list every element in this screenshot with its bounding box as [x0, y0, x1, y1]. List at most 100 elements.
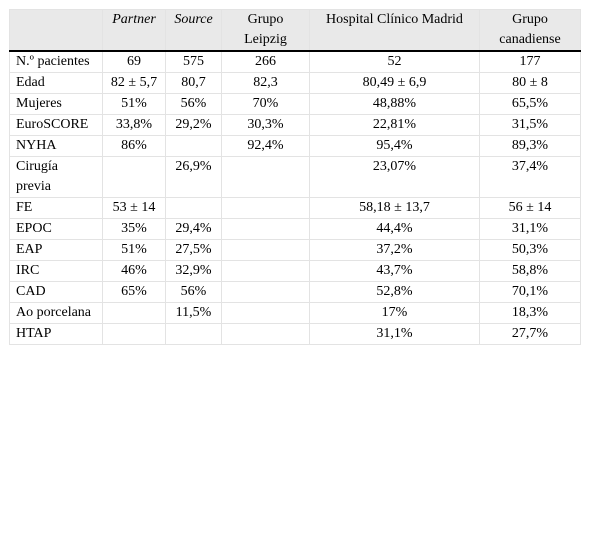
table-cell: 26,9%	[165, 156, 222, 198]
table-cell: 31,1%	[309, 323, 480, 345]
table-cell: 86%	[102, 135, 166, 157]
table-cell: 27,5%	[165, 239, 222, 261]
table-row: FE 53 ± 14 58,18 ± 13,7 56 ± 14	[9, 197, 581, 219]
table-cell: 32,9%	[165, 260, 222, 282]
table-row: EuroSCORE 33,8% 29,2% 30,3% 22,81% 31,5%	[9, 114, 581, 136]
row-label: HTAP	[9, 323, 103, 345]
table-cell: 70,1%	[479, 281, 581, 303]
table-cell	[102, 302, 166, 324]
table-cell: 70%	[221, 93, 310, 115]
table-header: Partner Source Grupo Leipzig Hospital Clíni…	[9, 9, 581, 52]
table-cell: 92,4%	[221, 135, 310, 157]
header-row: Partner Source Grupo Leipzig Hospital Clíni…	[9, 9, 581, 52]
row-label: Ao porcelana	[9, 302, 103, 324]
table-cell	[221, 218, 310, 240]
table-cell: 22,81%	[309, 114, 480, 136]
table-cell: 31,1%	[479, 218, 581, 240]
header-cell: Hospital Clínico Madrid	[309, 9, 480, 52]
row-label: Edad	[9, 72, 103, 94]
table-cell: 80,7	[165, 72, 222, 94]
table-cell: 37,2%	[309, 239, 480, 261]
table-cell: 17%	[309, 302, 480, 324]
row-label: Mujeres	[9, 93, 103, 115]
table-cell: 80 ± 8	[479, 72, 581, 94]
table-cell: 65%	[102, 281, 166, 303]
table-row: Ao porcelana 11,5% 17% 18,3%	[9, 302, 581, 324]
table-row: NYHA 86% 92,4% 95,4% 89,3%	[9, 135, 581, 157]
table-cell: 37,4%	[479, 156, 581, 198]
row-label: EAP	[9, 239, 103, 261]
row-label: CAD	[9, 281, 103, 303]
table-cell: 82 ± 5,7	[102, 72, 166, 94]
table-cell: 266	[221, 50, 310, 73]
table-cell: 31,5%	[479, 114, 581, 136]
table-cell	[165, 323, 222, 345]
table-cell: 51%	[102, 93, 166, 115]
table-cell: 89,3%	[479, 135, 581, 157]
table-row: Edad 82 ± 5,7 80,7 82,3 80,49 ± 6,9 80 ± 8	[9, 72, 581, 94]
table-cell	[102, 156, 166, 198]
row-label: EuroSCORE	[9, 114, 103, 136]
table-cell: 58,18 ± 13,7	[309, 197, 480, 219]
table-cell	[102, 323, 166, 345]
table-cell	[165, 197, 222, 219]
table-cell: 27,7%	[479, 323, 581, 345]
table-cell: 43,7%	[309, 260, 480, 282]
table-cell: 44,4%	[309, 218, 480, 240]
row-label: IRC	[9, 260, 103, 282]
table-cell	[221, 197, 310, 219]
header-cell: Partner	[102, 9, 166, 52]
table-row: N.º pacientes 69 575 266 52 177	[9, 50, 581, 73]
table-cell: 69	[102, 50, 166, 73]
table-cell	[221, 260, 310, 282]
comparison-table: Partner Source Grupo Leipzig Hospital Clíni…	[9, 9, 581, 345]
table-cell	[221, 302, 310, 324]
table-cell: 52,8%	[309, 281, 480, 303]
table-cell: 95,4%	[309, 135, 480, 157]
table-row: HTAP 31,1% 27,7%	[9, 323, 581, 345]
table-cell: 46%	[102, 260, 166, 282]
table-body: N.º pacientes 69 575 266 52 177 Edad 82 ± 5,7 80…	[9, 50, 581, 345]
table-cell: 51%	[102, 239, 166, 261]
table-cell: 65,5%	[479, 93, 581, 115]
table-cell: 33,8%	[102, 114, 166, 136]
table-row: IRC 46% 32,9% 43,7% 58,8%	[9, 260, 581, 282]
table-cell: 82,3	[221, 72, 310, 94]
row-label: FE	[9, 197, 103, 219]
table-row: EAP 51% 27,5% 37,2% 50,3%	[9, 239, 581, 261]
table-cell: 30,3%	[221, 114, 310, 136]
table-cell: 29,4%	[165, 218, 222, 240]
table-cell: 11,5%	[165, 302, 222, 324]
table-cell: 35%	[102, 218, 166, 240]
table-row: CAD 65% 56% 52,8% 70,1%	[9, 281, 581, 303]
table-row: EPOC 35% 29,4% 44,4% 31,1%	[9, 218, 581, 240]
row-label: Cirugía previa	[9, 156, 103, 198]
table-cell: 56%	[165, 93, 222, 115]
table-cell	[165, 135, 222, 157]
table-cell	[221, 281, 310, 303]
table-cell: 56 ± 14	[479, 197, 581, 219]
header-cell: Grupo canadiense	[479, 9, 581, 52]
header-cell: Grupo Leipzig	[221, 9, 310, 52]
table-cell: 575	[165, 50, 222, 73]
row-label: N.º pacientes	[9, 50, 103, 73]
table-cell: 18,3%	[479, 302, 581, 324]
table-cell: 56%	[165, 281, 222, 303]
table-cell: 53 ± 14	[102, 197, 166, 219]
table-cell: 58,8%	[479, 260, 581, 282]
table-row: Cirugía previa 26,9% 23,07% 37,4%	[9, 156, 581, 198]
table-cell: 80,49 ± 6,9	[309, 72, 480, 94]
row-label: EPOC	[9, 218, 103, 240]
row-label: NYHA	[9, 135, 103, 157]
table-cell: 50,3%	[479, 239, 581, 261]
header-cell: Source	[165, 9, 222, 52]
table-cell: 52	[309, 50, 480, 73]
table-cell	[221, 156, 310, 198]
table-cell: 48,88%	[309, 93, 480, 115]
table-cell: 29,2%	[165, 114, 222, 136]
table-cell: 23,07%	[309, 156, 480, 198]
header-cell-empty	[9, 9, 103, 52]
table-cell	[221, 239, 310, 261]
table-cell	[221, 323, 310, 345]
table-cell: 177	[479, 50, 581, 73]
